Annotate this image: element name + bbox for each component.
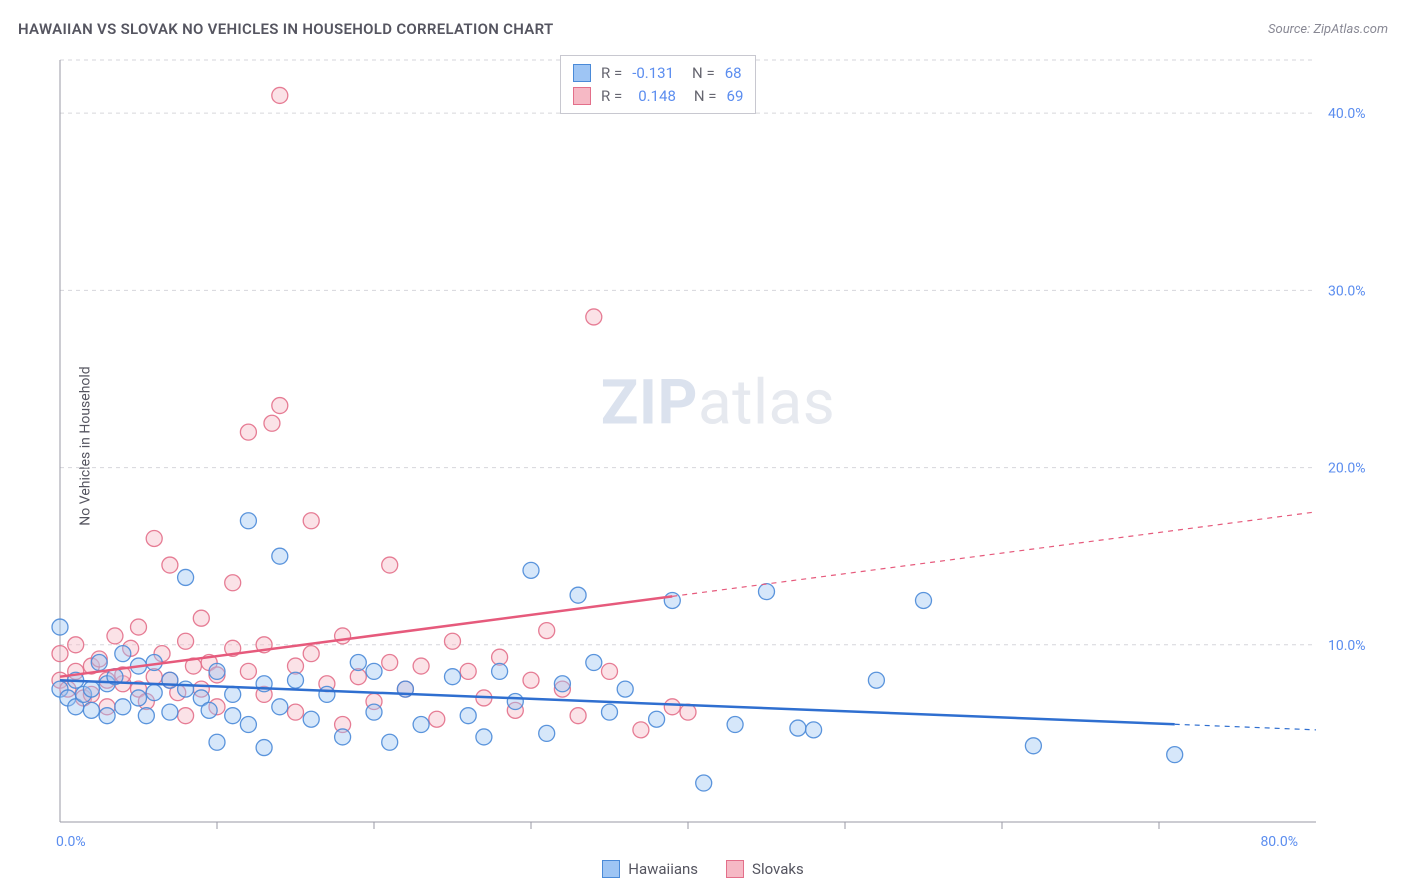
legend-label-1: Hawaiians bbox=[628, 860, 698, 878]
correlation-legend-box: R = -0.131 N = 68 R = 0.148 N = 69 bbox=[560, 55, 756, 114]
svg-text:0.0%: 0.0% bbox=[56, 834, 86, 850]
legend-item-1: Hawaiians bbox=[602, 860, 698, 878]
n-label: N = bbox=[692, 62, 715, 85]
n-value-2: 69 bbox=[727, 85, 744, 108]
source-prefix: Source: bbox=[1268, 22, 1313, 37]
svg-text:40.0%: 40.0% bbox=[1328, 106, 1366, 122]
legend-label-2: Slovaks bbox=[752, 860, 804, 878]
r-label: R = bbox=[601, 62, 622, 85]
legend-swatch-1 bbox=[602, 860, 620, 878]
n-value-1: 68 bbox=[725, 62, 742, 85]
r-value-1: -0.131 bbox=[632, 62, 674, 85]
swatch-series-2 bbox=[573, 87, 591, 105]
svg-text:30.0%: 30.0% bbox=[1328, 283, 1366, 299]
n-label: N = bbox=[694, 85, 717, 108]
bottom-legend: Hawaiians Slovaks bbox=[0, 860, 1406, 878]
chart-title: HAWAIIAN VS SLOVAK NO VEHICLES IN HOUSEH… bbox=[18, 20, 554, 38]
chart-area: 0.0%80.0%10.0%20.0%30.0%40.0% ZIPatlas bbox=[50, 50, 1386, 852]
scatter-plot-svg: 0.0% 80.0% 10.0% 20.0% 30.0% 40.0% bbox=[50, 50, 1386, 852]
r-label: R = bbox=[601, 85, 622, 108]
legend-swatch-2 bbox=[726, 860, 744, 878]
source-name: ZipAtlas.com bbox=[1313, 22, 1388, 37]
swatch-series-1 bbox=[573, 64, 591, 82]
source-attribution: Source: ZipAtlas.com bbox=[1268, 22, 1388, 37]
correlation-row-1: R = -0.131 N = 68 bbox=[573, 62, 743, 85]
svg-text:10.0%: 10.0% bbox=[1328, 638, 1366, 654]
svg-text:20.0%: 20.0% bbox=[1328, 461, 1366, 477]
svg-text:80.0%: 80.0% bbox=[1260, 834, 1298, 850]
r-value-2: 0.148 bbox=[638, 85, 676, 108]
legend-item-2: Slovaks bbox=[726, 860, 804, 878]
correlation-row-2: R = 0.148 N = 69 bbox=[573, 85, 743, 108]
